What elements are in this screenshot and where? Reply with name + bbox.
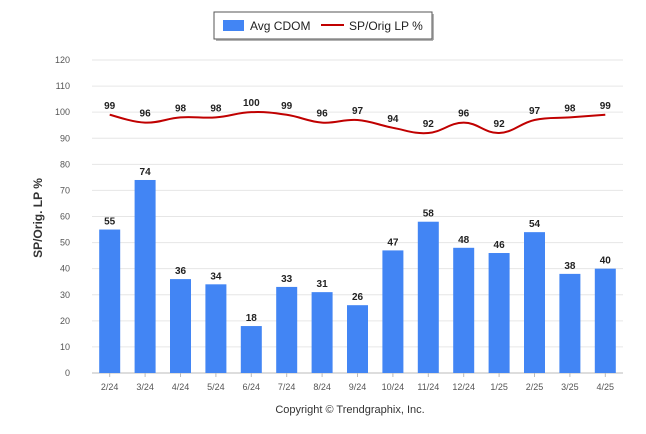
- line-value-label: 96: [317, 109, 329, 120]
- bar-value-label: 34: [210, 271, 222, 282]
- bar: [488, 253, 510, 373]
- x-tick-label: 3/24: [136, 382, 154, 392]
- bar-value-label: 26: [352, 292, 364, 303]
- x-tick-label: 2/24: [101, 382, 119, 392]
- line-value-label: 99: [600, 101, 612, 112]
- y-tick-label: 60: [60, 212, 70, 222]
- bar: [205, 284, 227, 373]
- line-value-label: 96: [140, 109, 152, 120]
- legend-label-avg-cdom: Avg CDOM: [250, 19, 310, 33]
- bar: [594, 268, 616, 373]
- bar-value-label: 48: [458, 235, 470, 246]
- x-tick-label: 9/24: [349, 382, 367, 392]
- x-tick-label: 8/24: [313, 382, 331, 392]
- y-axis-ticks: 0 10 20 30 40 50 60 70 80 90 100 110 120: [55, 55, 70, 378]
- bar: [240, 326, 262, 373]
- x-tick-label: 11/24: [417, 382, 439, 392]
- legend-label-sp-orig-lp: SP/Orig LP %: [349, 19, 423, 33]
- y-tick-label: 80: [60, 159, 70, 169]
- line-value-label: 99: [281, 101, 293, 112]
- bar-value-label: 18: [246, 313, 258, 324]
- x-tick-label: 2/25: [526, 382, 544, 392]
- y-tick-label: 30: [60, 290, 70, 300]
- y-tick-label: 90: [60, 133, 70, 143]
- bar-value-label: 74: [140, 167, 152, 178]
- line-value-label: 98: [210, 103, 222, 114]
- x-tick-label: 12/24: [452, 382, 475, 392]
- bar-value-label: 40: [600, 256, 612, 267]
- bar-value-label: 55: [104, 217, 116, 228]
- y-tick-label: 0: [65, 368, 70, 378]
- y-tick-label: 110: [56, 81, 70, 91]
- line-value-label: 99: [104, 101, 116, 112]
- x-axis-ticks: 2/24 3/24 4/24 5/24 6/24 7/24 8/24 9/24 10/24 11/…: [101, 373, 614, 392]
- bar: [99, 229, 121, 373]
- bar: [134, 179, 156, 373]
- copyright: Copyright © Trendgraphix, Inc.: [275, 404, 424, 416]
- x-tick-label: 4/24: [172, 382, 190, 392]
- bar-value-label: 36: [175, 266, 187, 277]
- bar: [347, 305, 368, 373]
- line-value-label: 92: [423, 119, 435, 130]
- y-tick-label: 50: [60, 238, 70, 248]
- y-tick-label: 20: [60, 316, 70, 326]
- bar-value-label: 47: [387, 237, 399, 248]
- x-tick-label: 5/24: [207, 382, 225, 392]
- line-labels: 99 96 98 98 100 99 96 97 94 92 96 92 97 98 99: [104, 98, 611, 130]
- bar: [276, 286, 298, 373]
- line-value-label: 92: [494, 119, 506, 130]
- line-series: [109, 111, 606, 135]
- bar: [559, 273, 581, 373]
- bar: [311, 292, 333, 373]
- bar: [524, 232, 545, 373]
- bar-value-label: 31: [317, 279, 329, 290]
- line-value-label: 97: [529, 106, 541, 117]
- line-value-label: 98: [175, 103, 187, 114]
- legend-swatch-avg-cdom: [223, 20, 244, 31]
- bar-value-label: 58: [423, 209, 435, 220]
- x-tick-label: 10/24: [382, 382, 405, 392]
- x-tick-label: 7/24: [278, 382, 296, 392]
- bar-value-label: 33: [281, 274, 293, 285]
- bar-labels: 55 74 36 34 18 33 31 26 47 58 48 46 54 38 40: [104, 167, 611, 324]
- x-tick-label: 3/25: [561, 382, 579, 392]
- y-tick-label: 40: [60, 264, 70, 274]
- x-tick-label: 4/25: [597, 382, 615, 392]
- y-tick-label: 100: [55, 107, 70, 117]
- bars: [99, 179, 616, 373]
- line-value-label: 98: [564, 103, 576, 114]
- bar-value-label: 38: [564, 261, 576, 272]
- bar: [453, 247, 475, 373]
- line-value-label: 100: [243, 98, 260, 109]
- x-tick-label: 6/24: [243, 382, 261, 392]
- bar-value-label: 54: [529, 219, 541, 230]
- bar: [417, 221, 439, 373]
- line-value-label: 96: [458, 109, 470, 120]
- line-value-label: 97: [352, 106, 364, 117]
- bar: [382, 250, 404, 373]
- bar: [170, 279, 191, 373]
- legend: Avg CDOM SP/Orig LP %: [213, 11, 434, 41]
- line-value-label: 94: [387, 114, 399, 125]
- sp-orig-lp-line: [109, 111, 606, 135]
- y-tick-label: 10: [60, 342, 70, 352]
- x-tick-label: 1/25: [490, 382, 508, 392]
- y-axis-title: SP/Orig. LP %: [31, 178, 45, 258]
- y-tick-label: 120: [55, 55, 70, 65]
- bar-value-label: 46: [494, 240, 506, 251]
- y-tick-label: 70: [60, 185, 70, 195]
